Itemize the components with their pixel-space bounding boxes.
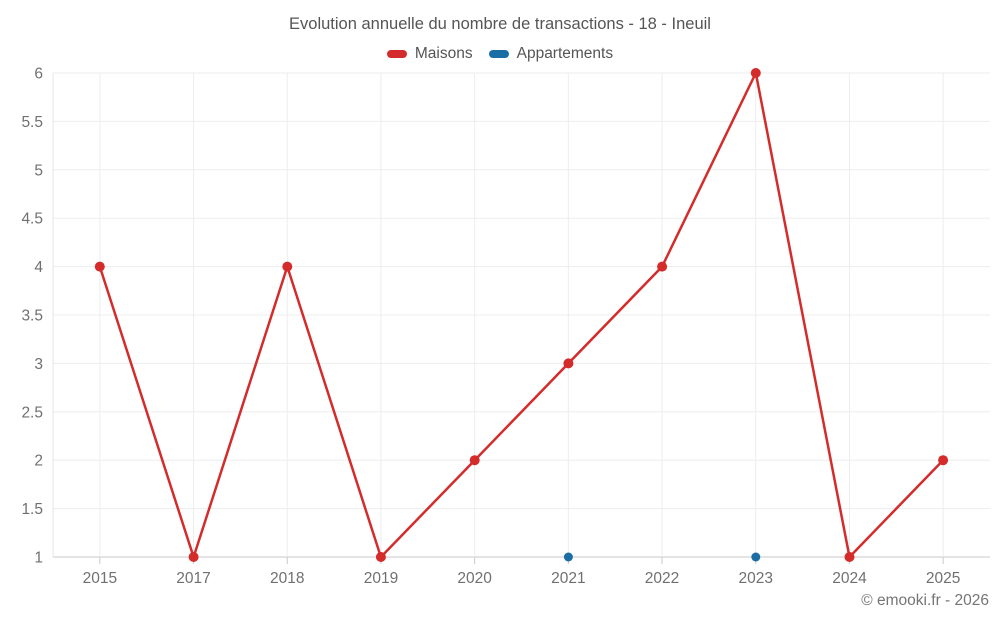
y-tick-label: 6 <box>34 66 43 83</box>
legend-swatch-maisons <box>386 50 407 58</box>
x-tick-label: 2020 <box>457 570 492 587</box>
data-point-maisons-2018[interactable] <box>282 261 293 272</box>
legend-label-appartements: Appartements <box>516 45 614 62</box>
data-point-maisons-2025[interactable] <box>938 455 949 466</box>
x-tick-label: 2019 <box>364 570 398 587</box>
x-tick-label: 2021 <box>551 570 585 587</box>
legend-item-maisons[interactable]: Maisons <box>386 45 473 63</box>
x-tick-label: 2023 <box>739 570 773 587</box>
y-tick-label: 4 <box>34 259 43 276</box>
y-tick-label: 4.5 <box>21 211 43 228</box>
data-point-maisons-2022[interactable] <box>657 261 668 272</box>
legend-swatch-appartements <box>488 50 509 58</box>
y-tick-label: 2.5 <box>21 404 43 421</box>
y-tick-label: 1.5 <box>21 501 43 518</box>
data-point-maisons-2021[interactable] <box>563 358 574 369</box>
legend-item-appartements[interactable]: Appartements <box>488 45 614 63</box>
series-line-maisons[interactable] <box>98 71 944 559</box>
y-tick-label: 3.5 <box>21 308 43 325</box>
data-point-maisons-2020[interactable] <box>469 455 480 466</box>
x-tick-label: 2024 <box>832 570 867 587</box>
x-tick-label: 2018 <box>270 570 304 587</box>
y-tick-label: 1 <box>34 550 43 567</box>
copyright-text: © emooki.fr - 2026 <box>861 592 989 609</box>
x-tick-label: 2017 <box>176 570 210 587</box>
y-tick-label: 5 <box>34 162 43 179</box>
legend: Maisons Appartements <box>0 45 1000 63</box>
chart-title: Evolution annuelle du nombre de transact… <box>289 15 711 33</box>
data-point-maisons-2017[interactable] <box>188 552 199 562</box>
data-point-appartements-2023[interactable] <box>751 552 761 562</box>
data-point-maisons-2023[interactable] <box>750 68 761 78</box>
data-point-maisons-2019[interactable] <box>375 552 386 562</box>
y-tick-label: 2 <box>34 453 43 470</box>
data-point-appartements-2021[interactable] <box>563 552 573 562</box>
data-point-maisons-2024[interactable] <box>844 552 855 562</box>
y-tick-label: 3 <box>34 356 43 373</box>
legend-label-maisons: Maisons <box>414 45 473 62</box>
x-tick-label: 2025 <box>926 570 960 587</box>
x-tick-label: 2022 <box>645 570 679 587</box>
data-point-maisons-2015[interactable] <box>94 261 105 272</box>
x-tick-label: 2015 <box>83 570 117 587</box>
y-tick-label: 5.5 <box>21 114 43 131</box>
